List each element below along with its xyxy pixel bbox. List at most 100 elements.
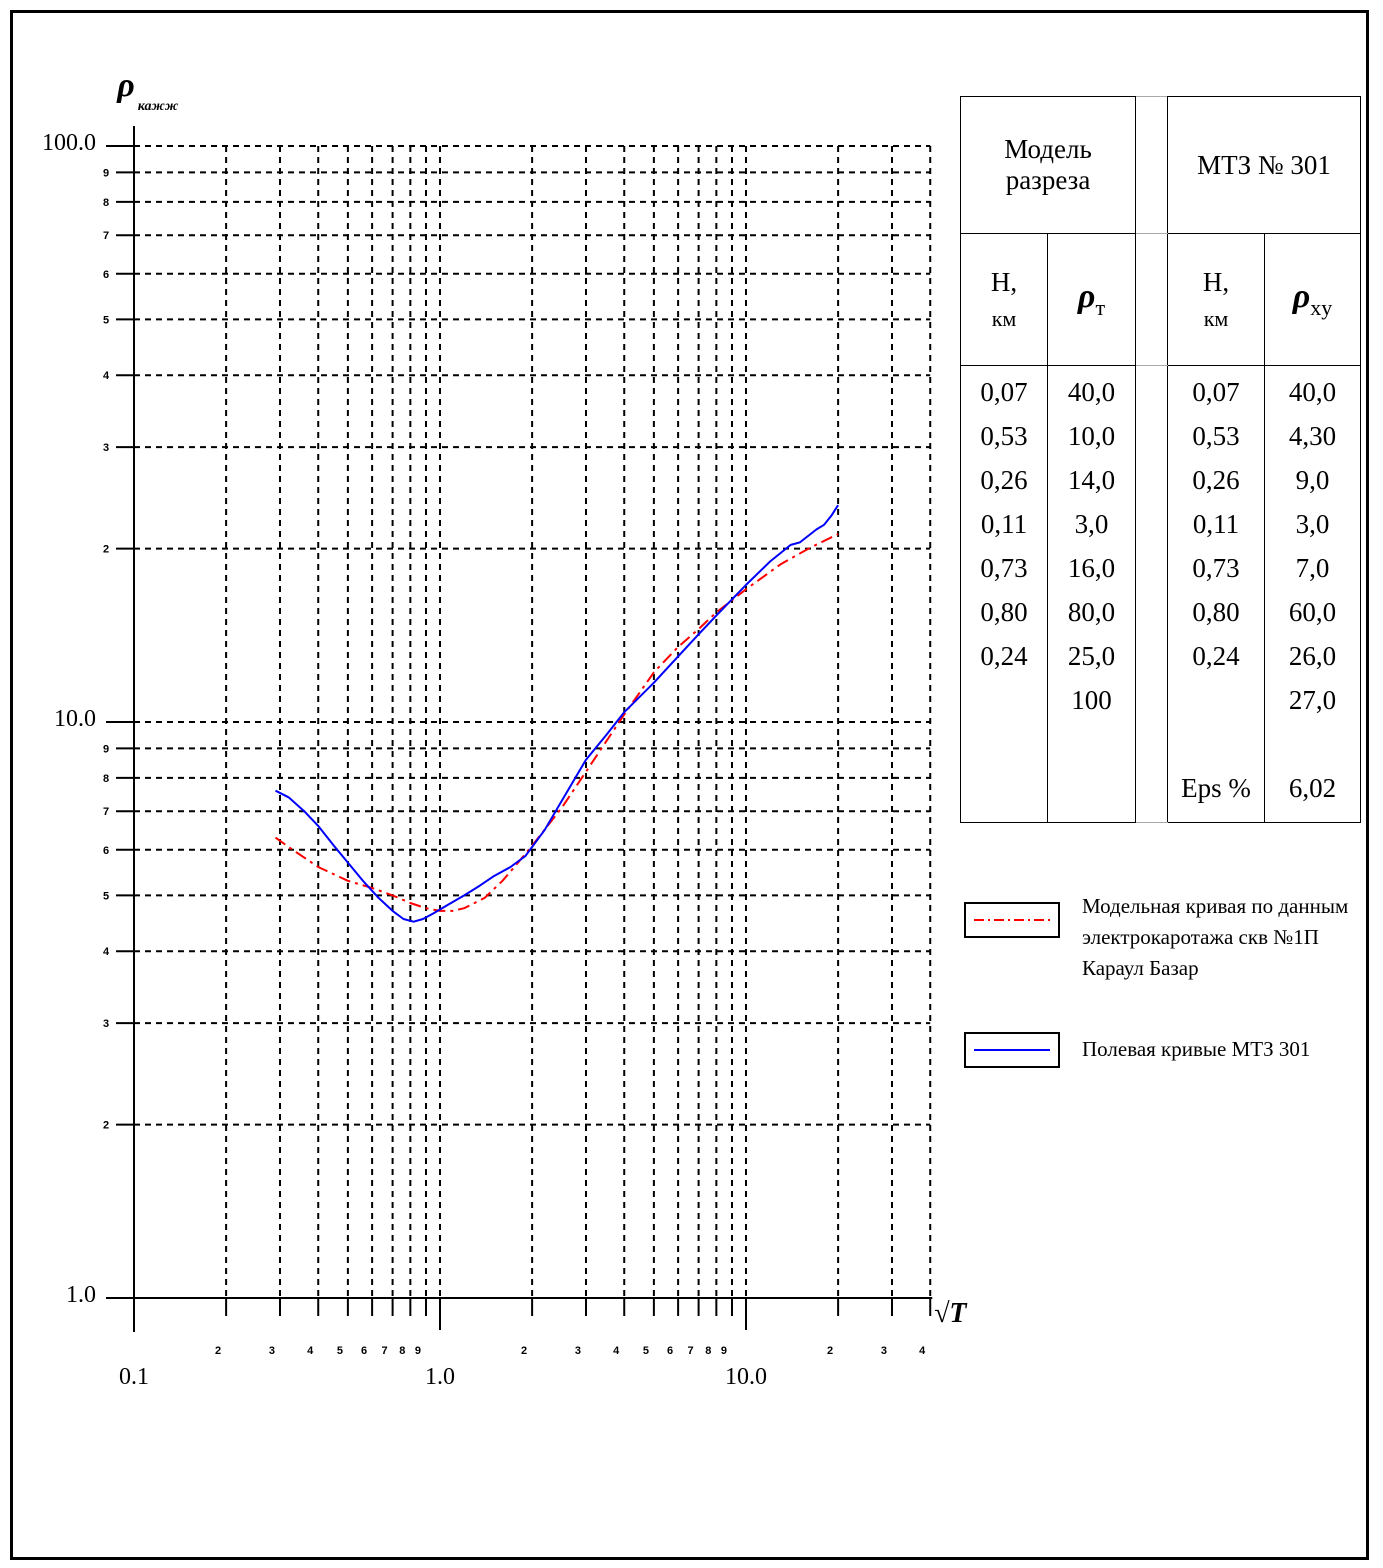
mtz-h-cell: 0,24 [1192, 641, 1240, 671]
y-axis-title: ρ [116, 67, 135, 104]
rho-glyph: ρ [1292, 278, 1311, 316]
rho-xy-sub: xy [1310, 294, 1333, 320]
grid-layer [134, 145, 932, 1298]
mtz-rho-cell: 4,30 [1288, 421, 1337, 451]
y-minor-tick-label: 7 [103, 230, 109, 242]
y-axis-title-sub: кажж [138, 99, 179, 114]
mtz-rho-cell: 7,0 [1295, 553, 1330, 583]
mtz-title: МТЗ № 301 [1167, 96, 1361, 234]
y-minor-tick-label: 5 [103, 314, 109, 326]
x-minor-tick-label: 7 [688, 1345, 694, 1357]
figure-frame [10, 10, 1369, 1560]
model-h-cell: 0,26 [980, 465, 1028, 495]
axis-layer [106, 126, 933, 1332]
model-rho-cell: 100 [1071, 685, 1112, 715]
km-label: км [1203, 306, 1229, 331]
mtz-h-cell [1168, 722, 1264, 766]
mtz-rho-header: ρxy [1264, 233, 1361, 366]
x-minor-tick-label: 3 [881, 1345, 887, 1357]
x-axis-title: √T [934, 1298, 968, 1329]
mtz-h-cell: 0,53 [1192, 421, 1240, 451]
x-minor-tick-label: 9 [721, 1345, 727, 1357]
mtz-rho-cell: 9,0 [1295, 465, 1330, 495]
mtz-h-cell: Eps % [1181, 773, 1251, 803]
mtz-h-cell: 0,80 [1192, 597, 1240, 627]
y-major-tick-label: 1.0 [66, 1282, 96, 1308]
x-minor-tick-label: 2 [827, 1345, 833, 1357]
x-minor-tick-label: 6 [361, 1345, 367, 1357]
model-rho-header: ρт [1047, 233, 1136, 366]
rho-glyph: ρ [1077, 278, 1096, 316]
field-curve-line [275, 504, 839, 923]
x-major-tick-label: 10.0 [725, 1364, 767, 1390]
km-label: км [991, 306, 1017, 331]
solid-line-icon [974, 1049, 1050, 1051]
legend-field-label: Полевая кривые МТЗ 301 [1082, 1034, 1382, 1065]
model-h-cell: 0,73 [980, 553, 1028, 583]
mtz-rho-column: 40,0 4,30 9,0 3,0 7,0 60,0 26,0 27,0 6,02 [1264, 365, 1361, 823]
y-minor-tick-label: 9 [103, 743, 109, 755]
mtz-h-cell [1168, 678, 1264, 722]
x-minor-tick-label: 3 [575, 1345, 581, 1357]
series-layer [274, 504, 839, 923]
model-rho-cell: 3,0 [1074, 509, 1109, 539]
y-minor-tick-label: 3 [103, 442, 109, 454]
rho-t-sub: т [1095, 294, 1106, 320]
model-h-header: Н, км [960, 233, 1048, 366]
model-h-cell: 0,80 [980, 597, 1028, 627]
x-major-tick-label: 1.0 [425, 1364, 455, 1390]
mtz-rho-cell: 40,0 [1288, 377, 1337, 407]
mtz-h-cell: 0,07 [1192, 377, 1240, 407]
model-rho-cell: 14,0 [1067, 465, 1116, 495]
mtz-rho-cell: 6,02 [1288, 773, 1337, 803]
model-rho-cell: 10,0 [1067, 421, 1116, 451]
mtz-rho-cell: 3,0 [1295, 509, 1330, 539]
y-major-tick-label: 100.0 [42, 130, 96, 156]
mtz-rho-cell: 60,0 [1288, 597, 1337, 627]
y-minor-tick-label: 8 [103, 773, 109, 785]
table-data-row: 0,07 0,53 0,26 0,11 0,73 0,80 0,24 40,0 10,0 14,… [960, 365, 1361, 823]
y-minor-tick-label: 6 [103, 845, 109, 857]
h-label: Н, [1202, 267, 1230, 297]
table-header-row: Модель разреза МТЗ № 301 [960, 96, 1361, 234]
mtz-rho-cell: 27,0 [1288, 685, 1337, 715]
y-minor-tick-label: 5 [103, 890, 109, 902]
mtz-h-cell: 0,73 [1192, 553, 1240, 583]
y-minor-tick-label: 4 [103, 946, 110, 958]
model-rho-cell: 40,0 [1067, 377, 1116, 407]
legend-model-label: Модельная кривая по данным электрокарота… [1082, 891, 1382, 984]
model-h-cell: 0,53 [980, 421, 1028, 451]
model-h-column: 0,07 0,53 0,26 0,11 0,73 0,80 0,24 [960, 365, 1048, 823]
mtz-h-cell: 0,26 [1192, 465, 1240, 495]
y-minor-tick-label: 3 [103, 1018, 109, 1030]
x-minor-tick-label: 3 [269, 1345, 275, 1357]
x-minor-tick-label: 4 [307, 1345, 314, 1357]
legend-model-line3: Караул Базар [1082, 956, 1199, 980]
y-minor-tick-label: 9 [103, 167, 109, 179]
model-title: Модель разреза [960, 96, 1136, 234]
table-gap [1135, 96, 1168, 234]
model-rho-cell: 16,0 [1067, 553, 1116, 583]
x-minor-tick-label: 6 [667, 1345, 673, 1357]
x-minor-tick-label: 7 [382, 1345, 388, 1357]
x-minor-tick-label: 9 [415, 1345, 421, 1357]
legend-swatch-field [964, 1032, 1060, 1068]
model-h-cell: 0,07 [980, 377, 1028, 407]
x-minor-tick-label: 2 [521, 1345, 527, 1357]
mtz-rho-cell [1265, 722, 1360, 766]
h-label: Н, [990, 267, 1018, 297]
table-gap [1135, 365, 1168, 823]
x-minor-tick-label: 2 [215, 1345, 221, 1357]
x-minor-tick-label: 4 [613, 1345, 620, 1357]
legend-model-line1: Модельная кривая по данным [1082, 894, 1349, 918]
model-curve-line [274, 533, 839, 912]
mtz-h-header: Н, км [1167, 233, 1265, 366]
model-rho-cell: 25,0 [1067, 641, 1116, 671]
mtz-h-column: 0,07 0,53 0,26 0,11 0,73 0,80 0,24 Eps % [1167, 365, 1265, 823]
dash-dot-line-icon [974, 919, 1050, 921]
table-subheader-row: Н, км ρт Н, км ρxy [960, 233, 1361, 366]
mtz-h-cell: 0,11 [1192, 509, 1240, 539]
